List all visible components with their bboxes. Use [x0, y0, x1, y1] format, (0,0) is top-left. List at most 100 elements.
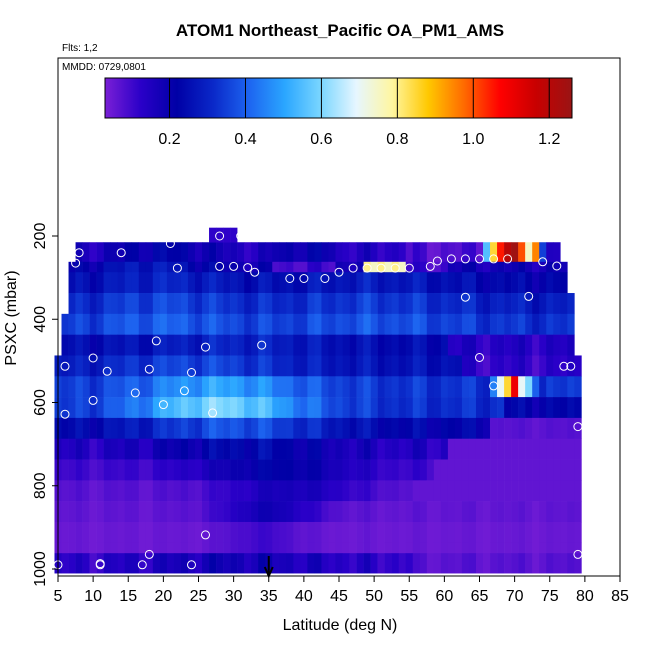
- observation-point: [201, 530, 210, 540]
- heatmap-cell: [89, 355, 97, 377]
- heatmap-cell: [152, 553, 161, 574]
- heatmap-cell: [117, 438, 126, 460]
- heatmap-cell: [574, 438, 582, 460]
- heatmap-cell: [166, 501, 175, 523]
- heatmap-cell: [511, 438, 519, 460]
- observation-point: [144, 549, 154, 559]
- observation-point: [460, 254, 470, 264]
- heatmap-cell: [532, 397, 540, 419]
- heatmap-cell: [377, 521, 385, 544]
- heatmap-cell: [468, 334, 477, 356]
- heatmap-cell: [216, 553, 224, 574]
- heatmap-cell: [321, 521, 329, 544]
- heatmap-cell: [483, 459, 491, 481]
- heatmap-cell: [96, 553, 104, 574]
- heatmap-cell: [180, 417, 189, 440]
- heatmap-cell: [349, 355, 357, 377]
- heatmap-cell: [490, 355, 498, 377]
- heatmap-cell: [384, 480, 392, 502]
- heatmap-cell: [209, 376, 217, 398]
- heatmap-cell: [110, 459, 119, 481]
- heatmap-cell: [103, 542, 111, 554]
- heatmap-cell: [356, 501, 364, 523]
- heatmap-cell: [328, 417, 336, 440]
- heatmap-cell: [475, 480, 484, 502]
- heatmap-cell: [300, 355, 308, 377]
- heatmap-cell: [194, 417, 203, 440]
- heatmap-cell: [194, 272, 203, 294]
- heatmap-cell: [293, 417, 301, 440]
- heatmap-cell: [321, 438, 329, 460]
- heatmap-cell: [490, 242, 498, 263]
- heatmap-cell: [454, 313, 463, 335]
- x-tick-label: 55: [400, 588, 418, 605]
- heatmap-cell: [194, 397, 203, 419]
- heatmap-cell: [145, 334, 154, 356]
- heatmap-cell: [426, 417, 435, 440]
- heatmap-cell: [553, 355, 561, 377]
- heatmap-cell: [180, 242, 189, 263]
- heatmap-cell: [117, 334, 126, 356]
- heatmap-cell: [532, 261, 540, 273]
- heatmap-cell: [328, 242, 336, 263]
- heatmap-cell: [433, 293, 442, 315]
- x-tick-label: 75: [541, 588, 559, 605]
- heatmap-cell: [293, 553, 301, 574]
- heatmap-cell: [539, 553, 547, 574]
- heatmap-cell: [258, 480, 266, 502]
- heatmap-cell: [553, 553, 561, 574]
- heatmap-cell: [286, 438, 294, 460]
- heatmap-cell: [539, 261, 547, 273]
- heatmap-cell: [230, 272, 238, 294]
- heatmap-cell: [187, 397, 196, 419]
- heatmap-cell: [131, 293, 140, 315]
- heatmap-cell: [504, 553, 512, 574]
- heatmap-cell: [293, 293, 301, 315]
- heatmap-cell: [483, 376, 491, 398]
- heatmap-cell: [468, 272, 477, 294]
- heatmap-cell: [286, 501, 294, 523]
- heatmap-cell: [216, 376, 224, 398]
- heatmap-cell: [61, 553, 69, 574]
- heatmap-cell: [251, 417, 259, 440]
- heatmap-cell: [180, 459, 189, 481]
- heatmap-cell: [525, 293, 533, 315]
- heatmap-cell: [483, 553, 491, 574]
- observation-point: [460, 292, 470, 302]
- heatmap-cell: [518, 542, 526, 554]
- heatmap-cell: [447, 293, 456, 315]
- heatmap-cell: [483, 501, 491, 523]
- heatmap-cell: [349, 501, 357, 523]
- observation-point: [348, 263, 358, 273]
- heatmap-cell: [61, 334, 69, 356]
- heatmap-cell: [272, 438, 280, 460]
- heatmap-cell: [468, 376, 477, 398]
- heatmap-cell: [244, 397, 252, 419]
- heatmap-cell: [173, 459, 182, 481]
- heatmap-cell: [286, 242, 294, 263]
- heatmap-cell: [68, 501, 76, 523]
- x-tick-label: 70: [506, 588, 524, 605]
- heatmap-cell: [377, 459, 385, 481]
- heatmap-cell: [461, 480, 470, 502]
- heatmap-cell: [209, 553, 217, 574]
- heatmap-cell: [314, 501, 322, 523]
- heatmap-cell: [356, 417, 364, 440]
- heatmap-cell: [180, 553, 189, 574]
- heatmap-cell: [384, 272, 392, 294]
- heatmap-cell: [110, 272, 119, 294]
- heatmap-cell: [475, 313, 484, 335]
- x-tick-label: 65: [471, 588, 489, 605]
- heatmap-cell: [461, 397, 470, 419]
- heatmap-cell: [497, 313, 505, 335]
- heatmap-cell: [293, 438, 301, 460]
- heatmap-cell: [187, 521, 196, 544]
- heatmap-cell: [96, 313, 104, 335]
- heatmap-cell: [426, 293, 435, 315]
- heatmap-cell: [159, 521, 168, 544]
- heatmap-cell: [574, 542, 582, 554]
- heatmap-cell: [335, 313, 343, 335]
- heatmap-cell: [216, 355, 224, 377]
- heatmap-cell: [272, 417, 280, 440]
- heatmap-cell: [223, 261, 231, 273]
